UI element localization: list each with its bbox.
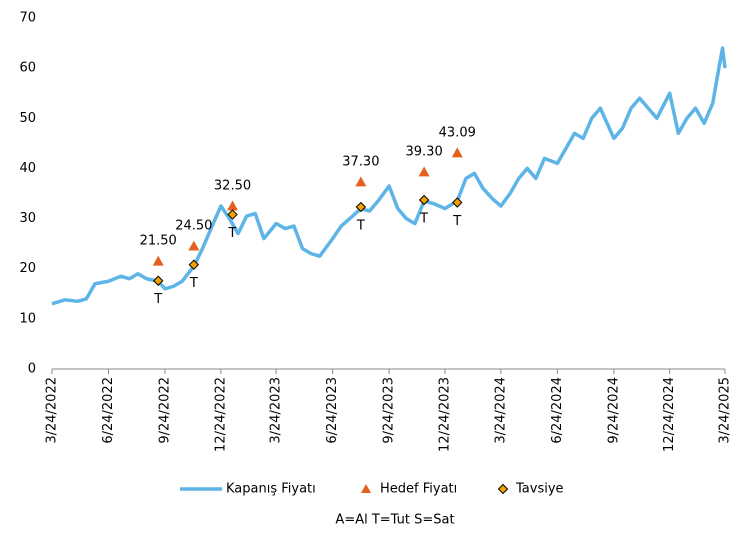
x-tick-label: 12/24/2023 [437,377,452,452]
x-tick-label: 6/24/2022 [101,377,116,444]
target-marker [188,240,200,251]
x-tick-label: 9/24/2023 [382,377,397,444]
x-tick-label: 3/24/2023 [269,377,284,444]
x-tick-label: 3/24/2022 [45,377,60,444]
x-tick-label: 3/24/2025 [718,377,733,444]
target-label: 21.50 [140,234,177,249]
target-label: 39.30 [406,144,443,159]
y-tick-label: 0 [28,362,36,377]
recommendation-marker [153,275,164,286]
recommendation-label: T [228,226,237,241]
recommendation-label: T [356,219,365,234]
x-tick-label: 6/24/2024 [550,377,565,444]
x-tick-label: 12/24/2024 [662,377,677,452]
target-marker [355,176,367,187]
target-label: 37.30 [342,154,379,169]
y-tick-label: 50 [19,111,36,126]
x-tick-label: 3/24/2024 [493,377,508,444]
target-marker [418,166,430,177]
legend-swatch [361,484,371,493]
note: A=Al T=Tut S=Sat [335,513,454,528]
x-tick-label: 9/24/2022 [157,377,172,444]
y-tick-label: 10 [19,311,36,326]
recommendation-label: T [189,276,198,291]
x-tick-label: 12/24/2022 [213,377,228,452]
legend-label: Tavsiye [515,482,564,497]
recommendation-label: T [419,212,428,227]
target-marker [451,147,463,158]
x-tick-label: 9/24/2024 [606,377,621,444]
target-label: 32.50 [214,179,251,194]
legend-label: Kapanış Fiyatı [226,482,316,497]
recommendation-marker [188,259,200,270]
target-label: 43.09 [439,125,476,140]
y-tick-label: 70 [19,11,36,26]
target-marker [152,255,164,266]
recommendation-label: T [452,214,461,229]
price-line [51,46,727,306]
recommendation-marker [355,201,367,213]
recommendation-label: T [153,292,162,307]
recommendation-marker [418,194,430,206]
y-tick-label: 20 [19,261,36,276]
y-tick-label: 40 [19,161,36,176]
target-label: 24.50 [175,219,212,234]
legend-swatch [497,483,509,495]
recommendation-marker [227,209,238,220]
recommendation-marker [452,197,463,208]
y-tick-label: 30 [19,211,36,226]
x-tick-label: 6/24/2023 [325,377,340,444]
target-marker [227,200,239,211]
y-tick-label: 60 [19,61,36,76]
legend-label: Hedef Fiyatı [380,482,457,497]
